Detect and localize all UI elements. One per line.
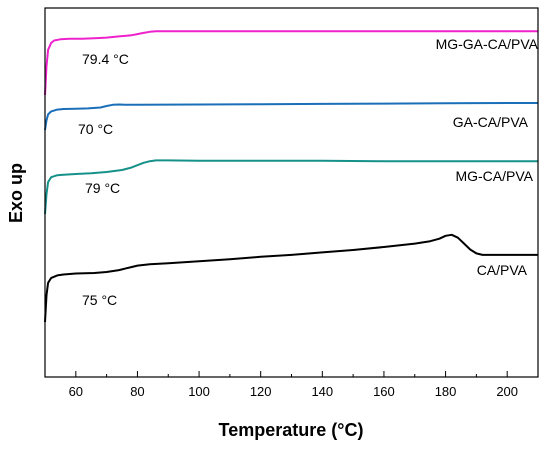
transition-temperature-label: 79 °C (85, 180, 120, 196)
transition-temperature-label: 70 °C (78, 121, 113, 137)
x-tick-label: 140 (311, 384, 333, 399)
x-tick-label: 200 (496, 384, 518, 399)
series-labels: MG-GA-CA/PVA 79.4 °C GA-CA/PVA 70 °C MG-CA/P… (78, 36, 539, 308)
series-label: GA-CA/PVA (453, 114, 529, 130)
y-axis-title: Exo up (6, 163, 26, 223)
series-label: MG-GA-CA/PVA (436, 36, 539, 52)
x-tick-label: 100 (188, 384, 210, 399)
series-line-mg-ga-ca-pva (44, 30, 538, 96)
x-tick-label: 120 (250, 384, 272, 399)
x-axis-title: Temperature (°C) (219, 420, 364, 440)
x-tick-label: 60 (69, 384, 83, 399)
series-line-ga-ca-pva (44, 102, 538, 131)
series-line-mg-ca-pva (44, 159, 538, 215)
series-label: MG-CA/PVA (455, 168, 533, 184)
x-tick-label: 160 (373, 384, 395, 399)
x-tick-label: 180 (435, 384, 457, 399)
transition-temperature-label: 79.4 °C (82, 51, 129, 67)
transition-temperature-label: 75 °C (82, 292, 117, 308)
series-line-ca-pva (44, 233, 538, 323)
series-label: CA/PVA (477, 262, 528, 278)
x-tick-label: 80 (130, 384, 144, 399)
x-axis-ticks: 60 80 100 120 140 160 180 200 (44, 371, 539, 399)
plot-lines (44, 30, 538, 323)
